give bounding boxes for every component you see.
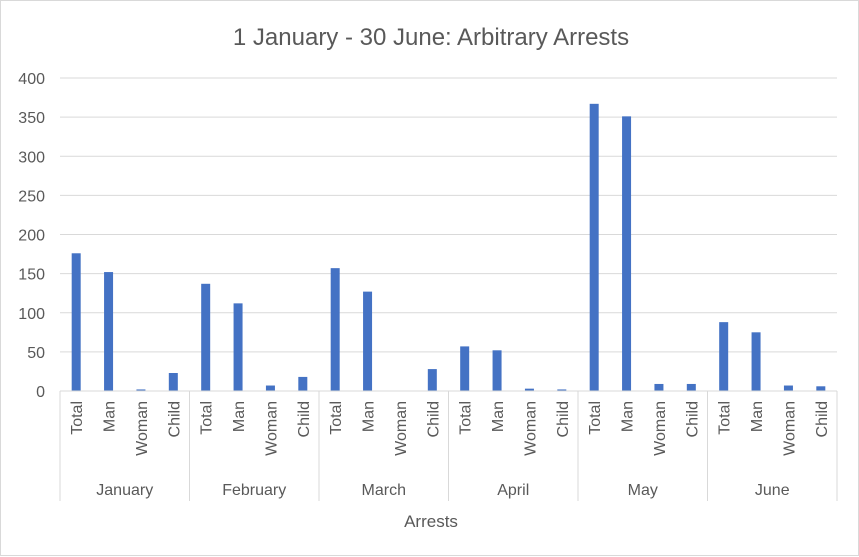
- x-subcategory-label: Woman: [263, 401, 280, 456]
- x-subcategory-label: Woman: [652, 401, 669, 456]
- x-subcategory-label: Total: [69, 401, 86, 435]
- x-subcategory-label: Man: [231, 401, 248, 432]
- x-subcategory-label: Total: [587, 401, 604, 435]
- x-subcategory-label: Total: [717, 401, 734, 435]
- y-tick-label: 0: [36, 384, 45, 401]
- x-subcategory-label: Man: [102, 401, 119, 432]
- x-subcategory-label: Child: [555, 401, 572, 437]
- bar: [492, 350, 502, 391]
- bar: [719, 322, 729, 391]
- bar: [686, 383, 696, 391]
- x-subcategory-label: Woman: [781, 401, 798, 456]
- bar: [363, 291, 373, 391]
- x-subcategory-label: Man: [749, 401, 766, 432]
- x-subcategory-label: Total: [199, 401, 216, 435]
- bar: [168, 373, 178, 391]
- x-subcategory-label: Child: [296, 401, 313, 437]
- bar: [233, 303, 243, 391]
- bar: [557, 389, 567, 391]
- x-subcategory-label: Child: [166, 401, 183, 437]
- x-group-label: April: [497, 482, 529, 499]
- bar: [136, 389, 146, 391]
- x-subcategory-label: Woman: [134, 401, 151, 456]
- bar: [201, 283, 211, 391]
- bar: [265, 385, 275, 391]
- x-subcategory-label: Total: [328, 401, 345, 435]
- y-tick-label: 250: [18, 188, 45, 205]
- x-group-label: May: [628, 482, 658, 499]
- y-tick-label: 50: [27, 345, 45, 362]
- x-axis-title: Arrests: [404, 512, 458, 531]
- x-subcategory-label: Man: [490, 401, 507, 432]
- x-subcategory-label: Child: [814, 401, 831, 437]
- y-tick-label: 350: [18, 110, 45, 127]
- bar: [816, 386, 826, 391]
- x-group-label: January: [96, 482, 153, 499]
- bar: [104, 272, 114, 391]
- chart-title: 1 January - 30 June: Arbitrary Arrests: [233, 24, 629, 51]
- x-group-label: June: [755, 482, 790, 499]
- x-subcategory-label: Woman: [393, 401, 410, 456]
- x-subcategory-label: Woman: [522, 401, 539, 456]
- bar: [654, 383, 664, 391]
- y-tick-label: 150: [18, 267, 45, 284]
- bar: [783, 385, 793, 391]
- y-axis: 0 50 100 150 200 250 300 350 400: [18, 71, 45, 401]
- bar: [71, 253, 81, 391]
- bars: [71, 103, 826, 391]
- x-subcategory-label: Man: [361, 401, 378, 432]
- bar: [524, 388, 534, 391]
- x-group-label: February: [222, 482, 286, 499]
- x-subcategory-label: Total: [458, 401, 475, 435]
- bar: [622, 116, 632, 391]
- x-group-label: March: [362, 482, 406, 499]
- bar: [330, 268, 340, 391]
- gridlines: [60, 77, 837, 353]
- y-tick-label: 400: [18, 71, 45, 88]
- y-tick-label: 100: [18, 306, 45, 323]
- x-axis: Total Man Woman Child January Total Man Woman Ch…: [59, 390, 838, 501]
- y-tick-label: 200: [18, 228, 45, 245]
- bar: [298, 376, 308, 391]
- bar: [751, 332, 761, 391]
- bar: [460, 346, 470, 391]
- x-subcategory-label: Child: [684, 401, 701, 437]
- y-tick-label: 300: [18, 149, 45, 166]
- bar: [427, 369, 437, 391]
- x-subcategory-label: Man: [620, 401, 637, 432]
- bar: [589, 103, 599, 391]
- x-subcategory-label: Child: [425, 401, 442, 437]
